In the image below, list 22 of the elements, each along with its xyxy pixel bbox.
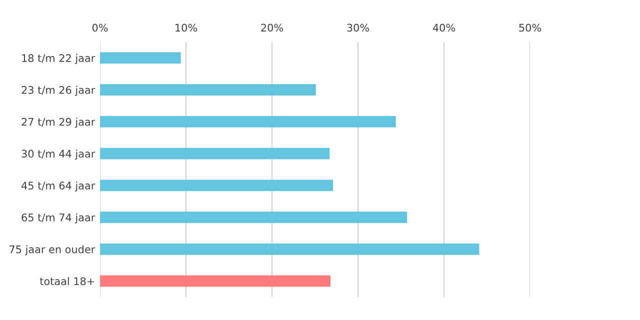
x-tick-label: 30% bbox=[347, 24, 369, 32]
y-tick-label: 23 t/m 26 jaar bbox=[22, 86, 96, 96]
x-tick-label: 0% bbox=[92, 24, 108, 32]
y-tick-label: 75 jaar en ouder bbox=[10, 245, 96, 256]
x-tick-label: 10% bbox=[176, 24, 197, 32]
bar bbox=[100, 148, 330, 160]
y-tick-label: 65 t/m 74 jaar bbox=[22, 213, 96, 224]
y-tick-label: 18 t/m 22 jaar bbox=[22, 54, 96, 64]
x-tick-label: 50% bbox=[519, 24, 541, 32]
y-tick-label: 27 t/m 29 jaar bbox=[22, 118, 96, 128]
x-tick-label: 40% bbox=[432, 24, 455, 32]
bar bbox=[100, 52, 181, 64]
bar bbox=[100, 116, 396, 128]
bar bbox=[100, 84, 316, 96]
bar bbox=[100, 243, 480, 255]
x-tick-label: 20% bbox=[261, 24, 283, 32]
y-tick-label: 45 t/m 64 jaar bbox=[22, 181, 96, 192]
bar bbox=[100, 180, 334, 192]
bar bbox=[100, 275, 330, 287]
y-tick-label: 30 t/m 44 jaar bbox=[22, 150, 96, 160]
y-tick-label: totaal 18+ bbox=[40, 277, 94, 286]
bar bbox=[100, 212, 408, 224]
